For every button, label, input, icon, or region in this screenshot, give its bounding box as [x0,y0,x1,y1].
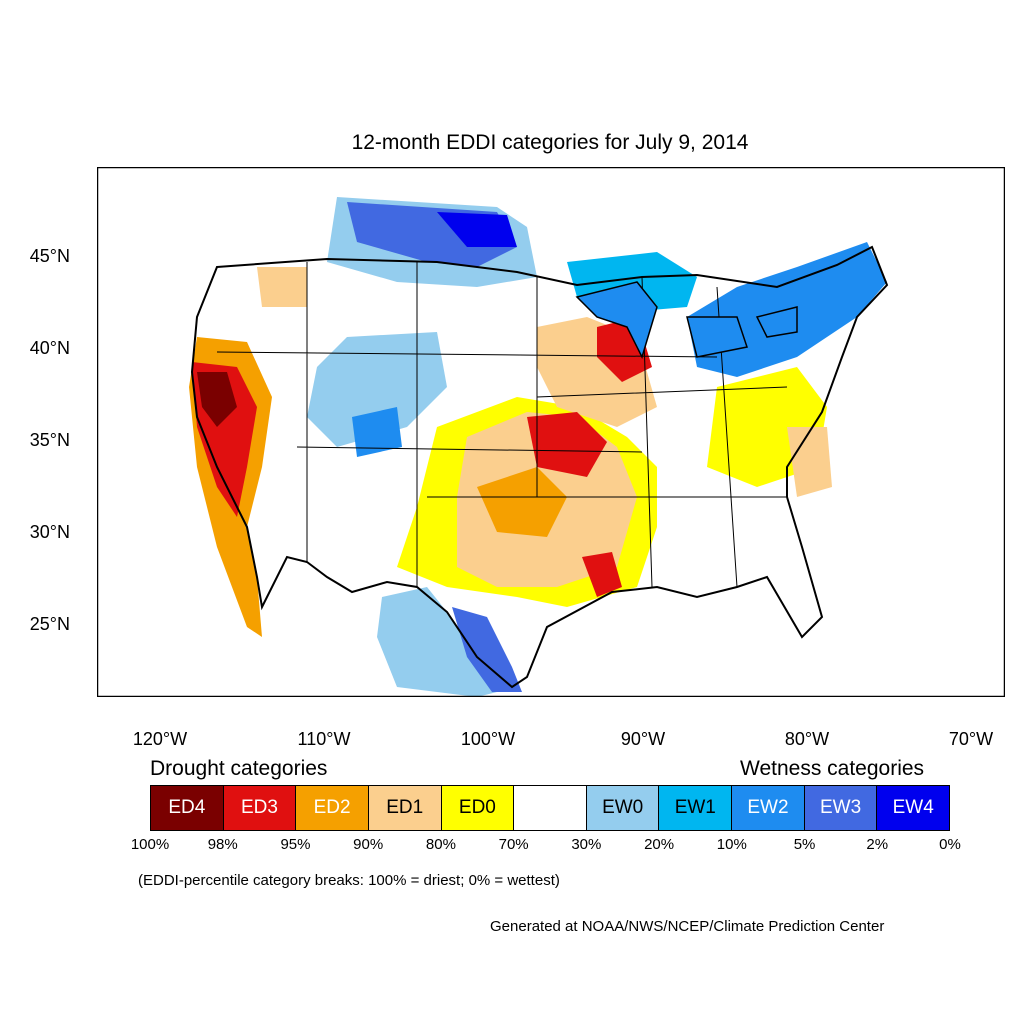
lat-label-45: 45°N [29,246,70,266]
legend-bar: ED4 ED3 ED2 ED1 ED0 EW0 EW1 EW2 EW3 EW4 [150,785,950,831]
legend-cell-ew1: EW1 [659,786,733,830]
legend-cell-ed0: ED0 [441,786,515,830]
dry-region-missouri [527,412,607,477]
state-borders [216,262,788,588]
legend-break-label: 90% [353,836,384,853]
drought-heading: Drought categories [150,757,328,780]
lat-label-30: 30°N [29,522,70,542]
lon-label-100: 100°W [460,729,516,749]
lat-label-40: 40°N [29,338,70,358]
legend-cell-ew4: EW4 [877,786,950,830]
lat-label-35: 35°N [29,430,70,450]
legend-cell-ew3: EW3 [804,786,878,830]
legend-break-label: 2% [866,836,889,853]
great-lakes [575,281,798,360]
us-outline [190,245,889,689]
dry-region-oklahoma [477,467,567,537]
wetness-heading: Wetness categories [740,757,925,780]
lon-label-120: 120°W [132,729,188,749]
legend-cell-ed3: ED3 [223,786,297,830]
map-title: 12-month EDDI categories for July 9, 201… [351,131,749,154]
lon-label-110: 110°W [297,729,351,749]
legend-break-label: 10% [716,836,747,853]
credit: Generated at NOAA/NWS/NCEP/Climate Predi… [490,918,885,935]
legend-break-label: 98% [207,836,238,853]
lon-label-70: 70°W [948,729,994,749]
legend-break-label: 100% [130,836,170,853]
legend-cell-ew2: EW2 [732,786,805,830]
legend-note: (EDDI-percentile category breaks: 100% =… [138,872,560,889]
legend-cell-ed1: ED1 [368,786,442,830]
wet-region-rockies [307,332,447,447]
lat-label-25: 25°N [29,614,70,634]
legend-break-label: 0% [939,836,961,853]
legend-cell-neutral [514,786,587,830]
lon-label-80: 80°W [784,729,830,749]
legend-cell-ew0: EW0 [586,786,660,830]
legend-break-label: 70% [498,836,529,853]
legend-cell-ed4: ED4 [151,786,224,830]
legend-cell-ed2: ED2 [296,786,369,830]
dry-region-louisiana [582,552,622,597]
wet-region-colorado [352,407,402,457]
eddi-map [97,167,1005,697]
wet-region-dakota [437,212,517,247]
dry-region-carolina [787,427,832,497]
legend-break-label: 5% [793,836,816,853]
dry-region-idaho [257,267,307,307]
lon-label-90: 90°W [620,729,666,749]
legend-break-label: 20% [644,836,675,853]
wet-region-texas-coast [452,607,522,692]
dry-region-california-core [197,372,237,427]
legend-break-label: 95% [280,836,311,853]
legend-break-label: 80% [425,836,456,853]
legend-break-label: 30% [571,836,602,853]
